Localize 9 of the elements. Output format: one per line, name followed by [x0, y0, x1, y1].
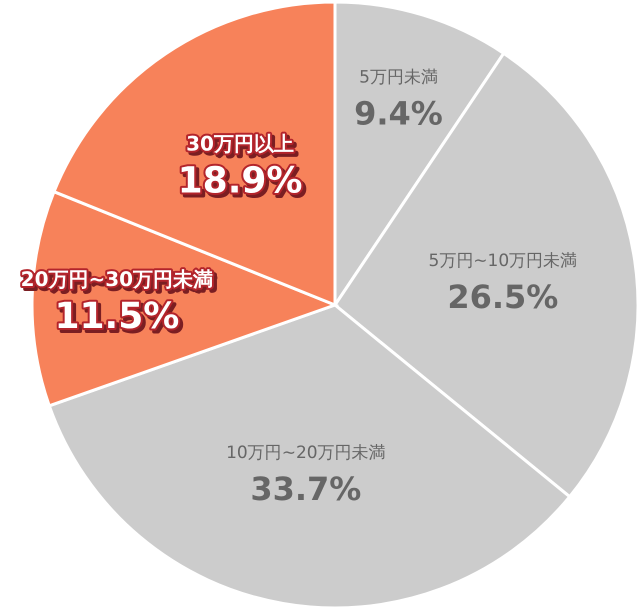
slice-label: 10万円~20万円未満: [226, 443, 386, 464]
data-label: 26.5%: [447, 278, 558, 316]
slice-label: 5万円~10万円未満: [428, 251, 578, 272]
data-label: 18.9%: [178, 160, 303, 202]
slice-label: 30万円以上: [186, 131, 294, 156]
data-label: 9.4%: [354, 94, 443, 132]
slice-label: 5万円未満: [359, 67, 438, 88]
data-label: 11.5%: [54, 296, 180, 338]
data-label: 33.7%: [250, 470, 362, 508]
